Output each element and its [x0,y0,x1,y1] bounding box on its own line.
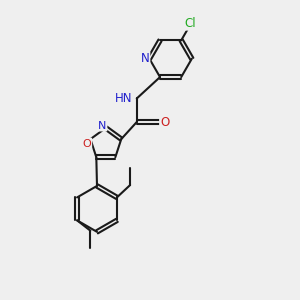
Text: O: O [160,116,169,128]
Text: Cl: Cl [184,17,196,30]
Text: N: N [98,121,106,130]
Text: N: N [141,52,149,65]
Text: O: O [82,139,91,148]
Text: HN: HN [115,92,132,105]
